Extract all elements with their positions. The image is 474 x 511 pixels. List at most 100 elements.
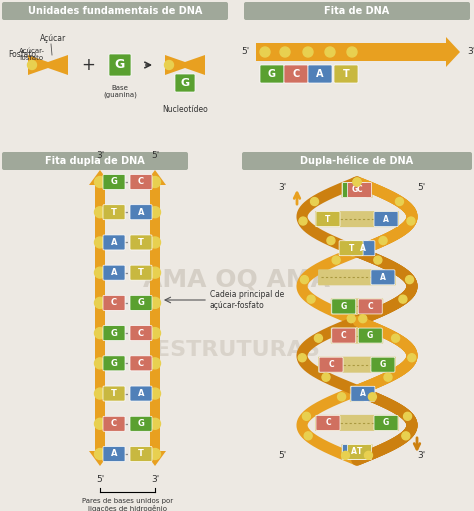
FancyBboxPatch shape [319, 357, 343, 372]
Text: A: A [138, 389, 144, 398]
FancyBboxPatch shape [130, 416, 152, 431]
FancyBboxPatch shape [374, 212, 398, 226]
Polygon shape [256, 37, 460, 67]
FancyBboxPatch shape [130, 295, 152, 310]
Text: C: C [138, 177, 144, 187]
Circle shape [94, 388, 106, 399]
Text: A: A [360, 389, 366, 398]
Circle shape [94, 419, 106, 429]
Text: Dupla-hélice de DNA: Dupla-hélice de DNA [301, 156, 413, 166]
Text: C: C [367, 302, 373, 311]
Circle shape [365, 451, 373, 459]
Text: C: C [328, 360, 334, 369]
FancyBboxPatch shape [341, 444, 373, 460]
FancyBboxPatch shape [318, 357, 396, 373]
FancyBboxPatch shape [374, 415, 398, 430]
Text: G: G [110, 329, 118, 338]
Text: G: G [181, 78, 190, 88]
FancyBboxPatch shape [130, 326, 152, 341]
FancyBboxPatch shape [103, 386, 125, 401]
Text: T: T [357, 448, 362, 456]
Text: G: G [341, 302, 347, 311]
Text: T: T [138, 238, 144, 247]
Circle shape [149, 328, 161, 339]
Text: 5': 5' [151, 151, 159, 160]
FancyBboxPatch shape [103, 265, 125, 280]
FancyBboxPatch shape [316, 212, 340, 226]
FancyBboxPatch shape [315, 415, 399, 431]
Circle shape [149, 237, 161, 248]
FancyBboxPatch shape [130, 205, 152, 220]
Text: ESTRUTURAS: ESTRUTURAS [155, 340, 319, 360]
Text: A: A [111, 268, 117, 277]
Circle shape [149, 419, 161, 429]
Circle shape [327, 237, 335, 245]
Text: A: A [111, 238, 117, 247]
FancyBboxPatch shape [358, 328, 382, 343]
Text: A: A [316, 69, 324, 79]
Circle shape [384, 373, 392, 381]
FancyBboxPatch shape [103, 356, 125, 371]
FancyBboxPatch shape [315, 211, 399, 227]
FancyBboxPatch shape [351, 386, 375, 401]
FancyBboxPatch shape [130, 356, 152, 371]
Text: A: A [383, 215, 389, 224]
FancyBboxPatch shape [332, 299, 356, 314]
Circle shape [149, 388, 161, 399]
Text: G: G [367, 331, 374, 340]
FancyBboxPatch shape [347, 445, 372, 459]
Text: G: G [115, 58, 125, 72]
Circle shape [149, 207, 161, 218]
FancyBboxPatch shape [331, 328, 383, 343]
Circle shape [325, 47, 335, 57]
FancyBboxPatch shape [103, 295, 125, 310]
Text: A: A [360, 244, 366, 253]
Circle shape [298, 354, 306, 362]
Text: C: C [357, 185, 363, 195]
FancyBboxPatch shape [350, 240, 364, 256]
Circle shape [359, 315, 367, 322]
Text: 5': 5' [96, 475, 104, 484]
Text: C: C [341, 331, 346, 340]
Text: G: G [137, 420, 145, 428]
Text: C: C [111, 298, 117, 308]
Text: 5': 5' [242, 48, 250, 57]
Circle shape [27, 60, 36, 69]
Text: G: G [110, 177, 118, 187]
Circle shape [94, 267, 106, 278]
Circle shape [406, 275, 413, 284]
Text: A: A [351, 448, 357, 456]
Text: C: C [138, 329, 144, 338]
FancyBboxPatch shape [347, 182, 372, 197]
Polygon shape [28, 55, 68, 75]
FancyBboxPatch shape [342, 445, 366, 459]
Text: 3': 3' [417, 451, 425, 459]
Circle shape [392, 334, 400, 342]
Text: G: G [110, 359, 118, 368]
Circle shape [301, 275, 309, 284]
Circle shape [395, 198, 403, 205]
FancyBboxPatch shape [371, 270, 395, 285]
FancyBboxPatch shape [130, 386, 152, 401]
Text: G: G [137, 298, 145, 308]
Text: T: T [138, 450, 144, 458]
Text: Fita dupla de DNA: Fita dupla de DNA [45, 156, 145, 166]
Circle shape [164, 60, 173, 69]
FancyBboxPatch shape [318, 269, 396, 285]
FancyBboxPatch shape [130, 174, 152, 190]
Text: T: T [138, 268, 144, 277]
Circle shape [299, 217, 307, 225]
Circle shape [94, 176, 106, 188]
Circle shape [402, 432, 410, 440]
Polygon shape [165, 55, 205, 75]
Circle shape [94, 207, 106, 218]
FancyBboxPatch shape [351, 241, 375, 256]
FancyBboxPatch shape [334, 65, 358, 83]
Circle shape [149, 297, 161, 309]
Text: Cadeia principal de
açúcar-fosfato: Cadeia principal de açúcar-fosfato [210, 290, 284, 310]
Circle shape [94, 297, 106, 309]
Circle shape [368, 393, 376, 401]
FancyBboxPatch shape [2, 152, 188, 170]
Text: G: G [268, 69, 276, 79]
Circle shape [94, 237, 106, 248]
